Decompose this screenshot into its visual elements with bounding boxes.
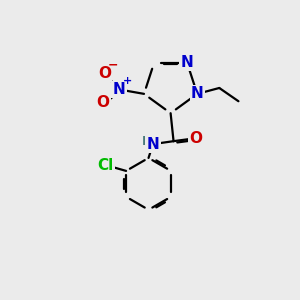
- Text: −: −: [107, 58, 118, 71]
- Text: O: O: [96, 95, 109, 110]
- Text: N: N: [147, 136, 159, 152]
- Text: +: +: [123, 76, 132, 86]
- Text: O: O: [189, 131, 202, 146]
- Text: N: N: [191, 86, 204, 101]
- Text: N: N: [112, 82, 125, 97]
- Text: O: O: [98, 66, 111, 81]
- Text: H: H: [142, 135, 152, 148]
- Text: N: N: [181, 55, 194, 70]
- Text: Cl: Cl: [98, 158, 114, 172]
